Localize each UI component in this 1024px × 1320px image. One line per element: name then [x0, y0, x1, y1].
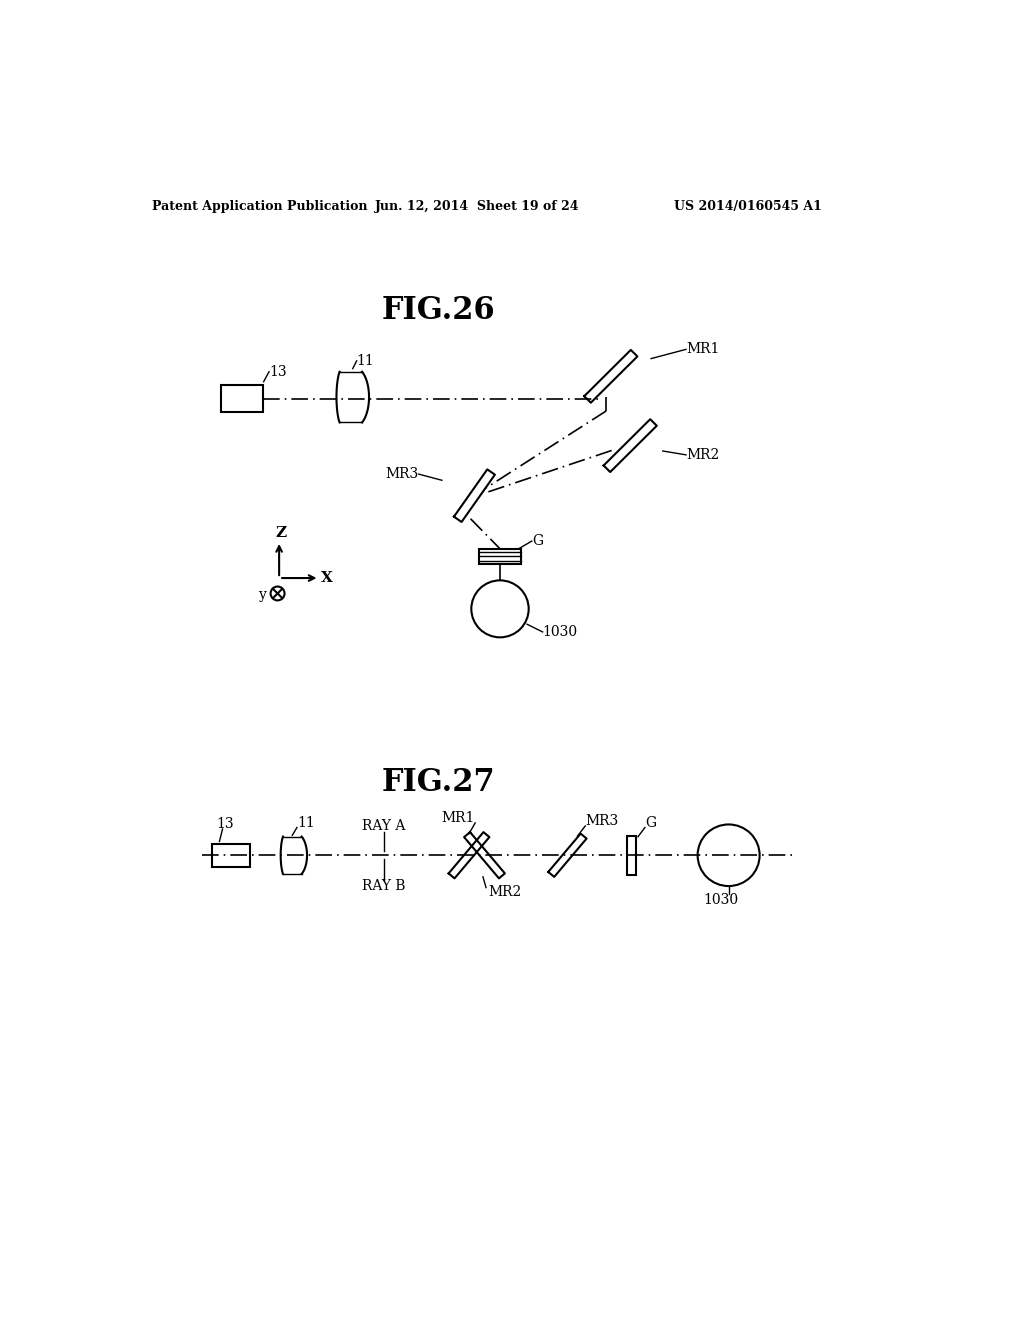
Text: FIG.27: FIG.27 — [381, 767, 495, 797]
Text: MR3: MR3 — [586, 813, 618, 828]
Text: 13: 13 — [216, 817, 233, 832]
Text: Z: Z — [275, 527, 287, 540]
Text: US 2014/0160545 A1: US 2014/0160545 A1 — [674, 199, 822, 213]
Text: MR1: MR1 — [686, 342, 720, 356]
Text: MR3: MR3 — [385, 467, 419, 480]
Text: MR2: MR2 — [488, 886, 521, 899]
Text: X: X — [322, 572, 333, 585]
Text: RAY A: RAY A — [362, 818, 406, 833]
Text: 13: 13 — [269, 364, 287, 379]
Text: y: y — [259, 587, 266, 602]
Text: FIG.26: FIG.26 — [381, 296, 495, 326]
Text: 1030: 1030 — [703, 892, 738, 907]
Text: 11: 11 — [356, 354, 375, 368]
Text: G: G — [646, 816, 656, 830]
Text: G: G — [532, 535, 544, 548]
Text: RAY B: RAY B — [362, 879, 406, 894]
Text: 1030: 1030 — [543, 624, 578, 639]
Text: Jun. 12, 2014  Sheet 19 of 24: Jun. 12, 2014 Sheet 19 of 24 — [375, 199, 579, 213]
Text: MR1: MR1 — [441, 812, 475, 825]
Text: 11: 11 — [297, 816, 314, 830]
Text: MR2: MR2 — [686, 447, 719, 462]
Text: Patent Application Publication: Patent Application Publication — [152, 199, 368, 213]
